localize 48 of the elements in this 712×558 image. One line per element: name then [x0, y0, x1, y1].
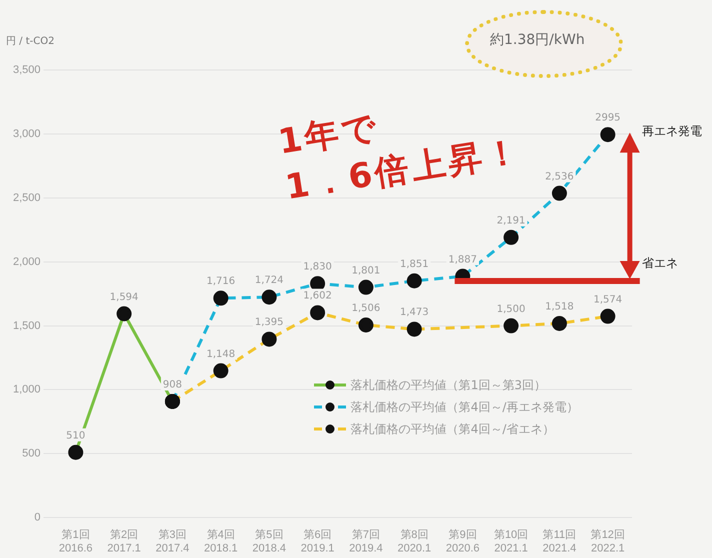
- y-axis-title: 円 / t-CO2: [6, 35, 54, 48]
- y-tick-label: 500: [22, 448, 41, 460]
- text: 再エネ発電: [642, 122, 702, 140]
- data-label: 1,506: [352, 303, 380, 314]
- data-label: 1,724: [254, 275, 284, 286]
- y-tick-label: 2,000: [12, 256, 41, 268]
- data-label: 510: [66, 430, 86, 442]
- y-tick-label: 0: [34, 512, 41, 524]
- data-label: 1,518: [545, 301, 574, 312]
- y-tick-label: 3,000: [12, 128, 41, 140]
- x-tick-label: 第8回 2020.1: [397, 529, 432, 554]
- data-label: 1,574: [593, 294, 622, 306]
- x-tick-label: 第2回 2017.1: [107, 529, 141, 554]
- data-label: 2,191: [496, 215, 526, 226]
- legend-label: 落札価格の平均値（第1回～第3回）: [350, 376, 546, 394]
- y-tick-label: 2,500: [12, 192, 41, 204]
- data-label: 1,473: [400, 307, 429, 318]
- x-tick-label: 第1回 2016.6: [58, 529, 93, 554]
- data-label: 1,801: [352, 265, 380, 276]
- data-label: 1,887: [448, 254, 478, 266]
- x-tick-label: 第10回 2021.1: [494, 529, 528, 554]
- data-label: 1,851: [400, 258, 429, 270]
- x-tick-label: 第7回 2019.4: [349, 529, 383, 554]
- data-label: 1,594: [110, 292, 138, 303]
- x-tick-label: 第11回 2021.4: [542, 529, 576, 554]
- data-label: 1,148: [206, 348, 236, 360]
- x-tick-label: 第5回 2018.4: [252, 529, 286, 554]
- data-label: 1,830: [303, 262, 332, 273]
- data-label: 1,602: [303, 290, 332, 302]
- x-tick-label: 第3回 2017.4: [156, 529, 190, 554]
- x-tick-label: 第12回 2022.1: [590, 529, 625, 554]
- text: 約1.38円/kWh: [490, 31, 585, 49]
- data-label: 1,716: [206, 276, 236, 288]
- legend-label: 落札価格の平均値（第4回～/再エネ発電）: [350, 398, 578, 416]
- legend-label: 落札価格の平均値（第4回～/省エネ）: [350, 420, 554, 438]
- data-label: 2,536: [545, 171, 574, 182]
- x-tick-label: 第6回 2019.1: [300, 529, 334, 554]
- data-label: 1,500: [496, 304, 526, 315]
- y-tick-label: 3,500: [12, 64, 41, 76]
- data-label: 1,395: [254, 317, 284, 328]
- y-tick-label: 1,000: [12, 384, 41, 396]
- data-label: 908: [162, 379, 182, 390]
- annotation: 1年で 1．6倍上昇！: [275, 106, 525, 210]
- y-tick-label: 1,500: [12, 320, 41, 332]
- legend-label: 省エネ: [642, 255, 678, 272]
- x-tick-label: 第4回 2018.1: [204, 529, 238, 554]
- data-label: 2995: [595, 112, 621, 124]
- x-tick-label: 第9回 2020.6: [446, 529, 480, 554]
